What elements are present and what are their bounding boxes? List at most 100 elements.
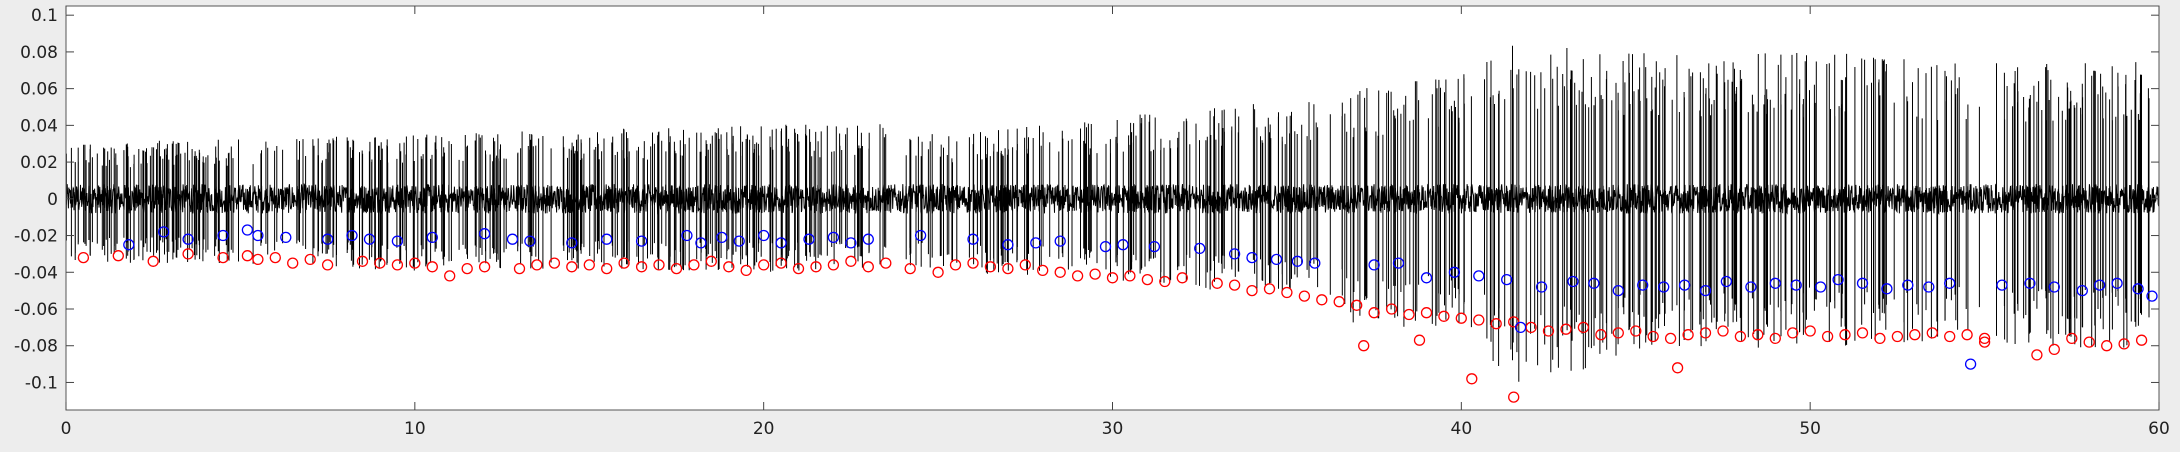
red-marker (409, 257, 421, 269)
red-marker (1071, 270, 1084, 282)
noise-trace (65, 182, 2160, 216)
blue-marker (716, 231, 728, 244)
red-marker (374, 257, 386, 269)
red-marker (932, 266, 944, 278)
red-marker (1089, 268, 1101, 280)
blue-marker (1117, 239, 1129, 251)
blue-marker (862, 233, 874, 245)
blue-marker (1228, 248, 1241, 260)
red-marker (1141, 273, 1154, 286)
red-marker (1560, 323, 1572, 335)
blue-marker (241, 224, 254, 236)
red-marker (1769, 332, 1781, 345)
red-marker (287, 257, 299, 269)
red-marker (723, 261, 735, 273)
red-marker (77, 251, 90, 264)
blue-marker (2024, 277, 2036, 289)
red-marker (1466, 373, 1478, 385)
red-marker (182, 248, 194, 260)
blue-marker (566, 237, 578, 249)
blue-marker (1291, 255, 1304, 267)
red-marker (1856, 327, 1869, 339)
blue-marker (1246, 251, 1258, 264)
blue-marker (1964, 358, 1977, 370)
x-tick-label: 0 (61, 419, 72, 439)
y-tick-label: 0.02 (20, 153, 58, 173)
blue-marker (1392, 257, 1405, 269)
y-tick-label: 0.08 (20, 43, 58, 63)
red-marker (321, 259, 334, 271)
blue-marker (967, 233, 979, 245)
red-marker (1263, 283, 1276, 295)
red-marker (862, 261, 874, 273)
red-marker (1787, 327, 1799, 339)
blue-marker (1902, 279, 1914, 291)
red-marker (1909, 329, 1921, 341)
red-marker (531, 259, 543, 271)
red-marker (1508, 316, 1520, 328)
red-marker (1752, 329, 1764, 341)
blue-marker (2146, 290, 2158, 302)
blue-marker (1612, 284, 1624, 297)
red-marker (1106, 272, 1119, 284)
red-marker (1385, 303, 1398, 315)
blue-marker (280, 231, 292, 244)
blue-marker (1194, 242, 1206, 255)
blue-marker (2048, 281, 2060, 293)
red-markers (77, 248, 2148, 403)
blue-marker (1030, 237, 1042, 249)
blue-marker (1637, 279, 1649, 291)
red-marker (670, 262, 683, 275)
blue-marker (363, 233, 376, 245)
red-marker (2066, 332, 2078, 345)
y-axis: 0.1 0.08 0.06 0.04 0.02 0 -0.02 -0.04 -0.06 -0.08… (14, 6, 2159, 393)
red-marker (1874, 332, 1886, 345)
red-marker (1978, 332, 1991, 345)
blue-marker (252, 229, 264, 242)
x-tick-label: 20 (753, 419, 775, 439)
x-tick-label: 40 (1451, 419, 1473, 439)
blue-marker (695, 237, 707, 249)
red-marker (688, 259, 700, 271)
red-marker (635, 261, 648, 273)
red-marker (112, 250, 124, 262)
red-marker (1717, 325, 1729, 337)
red-marker (1839, 329, 1851, 341)
blue-marker (827, 231, 840, 244)
red-marker (1577, 321, 1590, 334)
y-tick-label: 0 (47, 190, 58, 210)
red-marker (1682, 329, 1694, 341)
blue-marker (1769, 277, 1781, 289)
red-marker (1351, 299, 1363, 311)
red-marker (1438, 310, 1450, 322)
blue-marker (1745, 281, 1757, 293)
red-marker (1699, 327, 1712, 339)
red-marker (1037, 264, 1049, 277)
red-marker (217, 251, 229, 264)
x-tick-label: 50 (1799, 419, 1821, 439)
y-tick-label: -0.1 (25, 373, 58, 393)
spike-trace (65, 45, 2160, 382)
blue-marker (1923, 281, 1935, 293)
blue-marker (1535, 281, 1548, 293)
red-marker (601, 262, 613, 275)
blue-marker (1678, 279, 1691, 291)
red-marker (1490, 318, 1502, 330)
red-marker (705, 255, 717, 267)
blue-marker (1814, 281, 1827, 293)
blue-marker (391, 235, 404, 247)
red-marker (1019, 259, 1031, 271)
red-marker (356, 255, 369, 267)
red-marker (949, 259, 962, 271)
red-marker (1124, 270, 1136, 282)
red-marker (1664, 332, 1677, 345)
blue-marker (1588, 277, 1600, 289)
x-tick-label: 60 (2148, 419, 2170, 439)
red-marker (1821, 330, 1834, 343)
red-marker (1612, 327, 1624, 339)
blue-marker (1944, 277, 1956, 289)
red-marker (1002, 262, 1014, 275)
red-marker (583, 259, 595, 271)
red-marker (880, 257, 892, 269)
